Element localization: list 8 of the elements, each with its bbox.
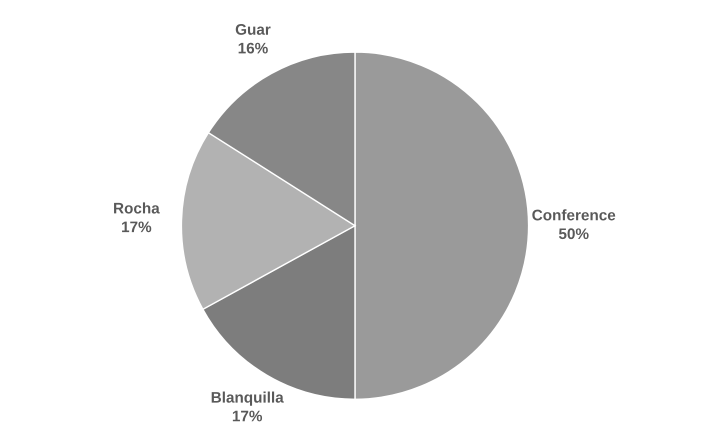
data-label: 50% (558, 228, 589, 240)
slice-label: Guar (236, 24, 271, 35)
slice-label: Blanquilla (212, 392, 284, 406)
data-label: 17% (122, 221, 152, 232)
slice-label: Conference (532, 209, 616, 220)
data-label: 16% (238, 42, 268, 54)
data-label: 17% (232, 410, 262, 422)
slice-label: Rocha (114, 202, 160, 214)
